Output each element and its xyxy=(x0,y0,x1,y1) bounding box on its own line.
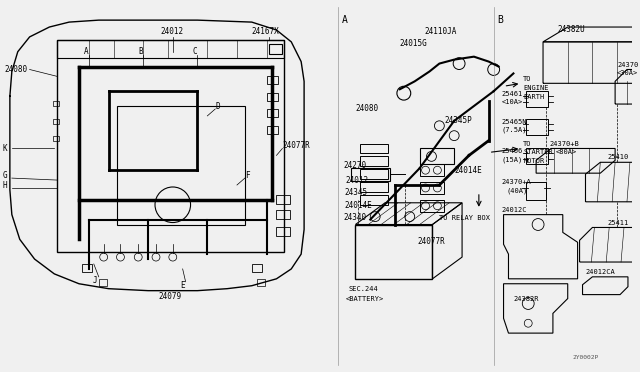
Text: 24077R: 24077R xyxy=(418,237,445,246)
Text: (40A): (40A) xyxy=(506,188,528,194)
Text: <10A>: <10A> xyxy=(502,99,523,105)
Text: C: C xyxy=(193,47,197,56)
Text: 24382R: 24382R xyxy=(513,296,539,302)
Text: <30A>: <30A> xyxy=(617,70,638,76)
Text: A: A xyxy=(342,15,348,25)
Text: <BATTERY>: <BATTERY> xyxy=(346,296,384,302)
Text: 24080: 24080 xyxy=(5,65,28,74)
Text: G: G xyxy=(3,171,8,180)
Text: 24110JA: 24110JA xyxy=(424,28,457,36)
Text: B: B xyxy=(138,47,143,56)
Text: H: H xyxy=(3,180,8,189)
Text: 25410: 25410 xyxy=(607,154,628,160)
Text: 24014E: 24014E xyxy=(344,201,372,210)
Text: 2Y0002P: 2Y0002P xyxy=(573,355,599,360)
Text: 25461: 25461 xyxy=(502,91,523,97)
Text: 24340: 24340 xyxy=(344,213,367,222)
Text: 24345P: 24345P xyxy=(444,116,472,125)
Text: 24012C: 24012C xyxy=(502,207,527,213)
Text: 24080: 24080 xyxy=(355,105,379,113)
Text: E: E xyxy=(180,281,186,290)
Text: 24012: 24012 xyxy=(160,28,183,36)
Text: 24345: 24345 xyxy=(344,188,368,198)
Text: MOTOR: MOTOR xyxy=(524,158,545,164)
Text: 25465N: 25465N xyxy=(502,119,527,125)
Text: 24012CA: 24012CA xyxy=(586,269,615,275)
Text: 25466: 25466 xyxy=(502,148,523,154)
Text: 24370: 24370 xyxy=(617,61,638,68)
Text: 24270: 24270 xyxy=(344,161,367,170)
Text: (15A): (15A) xyxy=(502,156,523,163)
Text: <80A>: <80A> xyxy=(556,150,577,155)
Text: 24370+A: 24370+A xyxy=(502,179,531,185)
Text: STARTER: STARTER xyxy=(524,150,553,155)
Text: 24370+B: 24370+B xyxy=(550,141,580,147)
Text: D: D xyxy=(215,102,220,110)
Text: 24015G: 24015G xyxy=(400,39,428,48)
Text: 24079: 24079 xyxy=(158,292,181,301)
Text: ENGINE: ENGINE xyxy=(524,85,548,91)
Text: SEC.244: SEC.244 xyxy=(349,286,378,292)
Text: 24012: 24012 xyxy=(346,176,369,185)
Text: K: K xyxy=(3,144,8,153)
Text: EARTH: EARTH xyxy=(524,94,545,100)
Text: F: F xyxy=(245,171,250,180)
Text: TO: TO xyxy=(524,76,532,82)
Text: 24382U: 24382U xyxy=(558,26,586,35)
Text: TO RELAY BOX: TO RELAY BOX xyxy=(440,215,490,221)
Text: (7.5A): (7.5A) xyxy=(502,126,527,133)
Text: 24014E: 24014E xyxy=(454,166,482,175)
Text: B: B xyxy=(498,15,504,25)
Text: 25411: 25411 xyxy=(607,219,628,225)
Text: 24167X: 24167X xyxy=(252,28,280,36)
Text: TO: TO xyxy=(524,141,532,147)
Text: A: A xyxy=(84,47,88,56)
Text: 24077R: 24077R xyxy=(282,141,310,150)
Text: J: J xyxy=(93,276,97,285)
